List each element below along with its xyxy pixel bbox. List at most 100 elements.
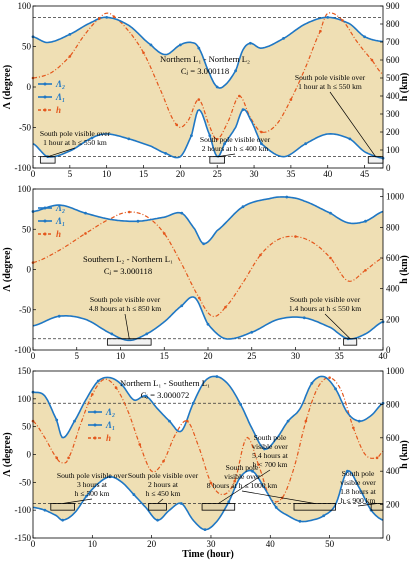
point-h bbox=[142, 51, 145, 55]
point-lambda2 bbox=[105, 15, 109, 19]
point-lambda2 bbox=[197, 46, 201, 50]
annotation-text: South pole visible over bbox=[128, 471, 199, 480]
annotation-text: South pole visible over bbox=[40, 129, 111, 138]
panel-title: Northern L₁ - Northern L₂ bbox=[160, 54, 250, 64]
x-tick-label: 15 bbox=[139, 169, 149, 179]
point-lambda2 bbox=[282, 37, 285, 40]
annotation-arrow bbox=[357, 503, 378, 507]
point-lambda1 bbox=[250, 330, 254, 334]
legend-label: Λ₂ bbox=[55, 203, 65, 213]
y2-tick-label: 1000 bbox=[386, 366, 405, 376]
visibility-box bbox=[148, 503, 167, 511]
annotation-arrow bbox=[157, 498, 164, 504]
point-h bbox=[215, 137, 219, 141]
point-lambda2 bbox=[136, 219, 140, 223]
point-h bbox=[127, 210, 131, 214]
point-h bbox=[224, 305, 227, 309]
legend-label: Λ₁ bbox=[105, 420, 115, 430]
y-axis-label: Λ (degree) bbox=[2, 247, 13, 291]
annotation-text: 1 hour at h ≤ 550 km bbox=[43, 138, 107, 147]
point-lambda1 bbox=[190, 134, 193, 138]
point-lambda1 bbox=[203, 528, 207, 532]
annotation-text: visible over bbox=[340, 478, 376, 487]
y-tick-label: -100 bbox=[15, 163, 32, 173]
y2-tick-label: 0 bbox=[386, 533, 391, 543]
point-lambda1 bbox=[304, 142, 308, 146]
y2-tick-label: 400 bbox=[386, 91, 400, 101]
visibility-box bbox=[39, 156, 56, 164]
point-lambda2 bbox=[191, 401, 195, 405]
y-tick-label: 50 bbox=[22, 42, 32, 52]
point-lambda2 bbox=[285, 195, 289, 199]
y2-tick-label: 300 bbox=[386, 109, 400, 119]
x-tick-label: 10 bbox=[102, 169, 112, 179]
point-lambda2 bbox=[262, 447, 266, 451]
y2-tick-label: 600 bbox=[386, 253, 400, 263]
point-lambda1 bbox=[251, 469, 254, 473]
visibility-box bbox=[50, 503, 75, 511]
y-tick-label: -150 bbox=[15, 533, 32, 543]
x-tick-label: 30 bbox=[206, 539, 216, 549]
point-lambda1 bbox=[132, 493, 136, 496]
y-axis-label: Λ (degree) bbox=[2, 65, 13, 109]
y-tick-label: 0 bbox=[27, 265, 32, 275]
point-lambda2 bbox=[149, 43, 153, 47]
y-axis-label: Λ (degree) bbox=[2, 432, 13, 476]
point-lambda1 bbox=[61, 518, 65, 522]
point-lambda1 bbox=[43, 508, 47, 512]
y2-tick-label: 400 bbox=[386, 466, 400, 476]
y2-tick-label: 600 bbox=[386, 55, 400, 65]
y2-tick-label: 1000 bbox=[386, 192, 405, 202]
point-lambda1 bbox=[348, 137, 352, 141]
x-tick-label: 40 bbox=[323, 169, 333, 179]
legend-marker bbox=[43, 219, 47, 223]
annotation-text: South pole bbox=[254, 433, 287, 442]
point-h bbox=[289, 98, 293, 101]
y2-tick-label: 700 bbox=[386, 37, 400, 47]
legend-label: h bbox=[56, 229, 61, 239]
x-tick-label: 5 bbox=[68, 169, 73, 179]
point-h bbox=[319, 29, 322, 33]
x-tick-label: 20 bbox=[204, 351, 214, 361]
legend-label: h bbox=[106, 433, 111, 443]
y-tick-label: -50 bbox=[19, 305, 31, 315]
point-lambda2 bbox=[73, 419, 76, 423]
y-tick-label: 150 bbox=[18, 366, 32, 376]
series-lambda2-line bbox=[32, 196, 384, 245]
y-tick-label: 100 bbox=[18, 1, 32, 11]
point-h bbox=[197, 296, 201, 300]
annotation-text: 8 hours at h ≤ 1000 km bbox=[207, 481, 277, 490]
y2-tick-label: 0 bbox=[386, 345, 391, 355]
y2-axis-label: h (km) bbox=[399, 440, 410, 469]
point-h bbox=[304, 419, 308, 423]
y-tick-label: 0 bbox=[27, 450, 32, 460]
legend-label: Λ₂ bbox=[55, 79, 65, 89]
point-lambda2 bbox=[310, 381, 314, 385]
annotation-text: h ≤ 500 km bbox=[75, 489, 110, 498]
x-tick-label: 35 bbox=[286, 169, 296, 179]
y2-tick-label: 800 bbox=[386, 19, 400, 29]
point-h bbox=[112, 15, 116, 19]
annotation-text: South pole visible over bbox=[200, 135, 271, 144]
panel-subtitle: Cⱼ = 3.000118 bbox=[181, 66, 229, 76]
point-h bbox=[329, 256, 332, 260]
point-lambda2 bbox=[55, 418, 59, 422]
point-h bbox=[257, 463, 260, 466]
annotation-text: h ≤ 450 km bbox=[146, 489, 181, 498]
point-h bbox=[67, 456, 70, 460]
annotation-arrow bbox=[241, 490, 315, 504]
point-h bbox=[197, 98, 201, 101]
annotation-text: South pole visible over bbox=[290, 295, 361, 304]
x-tick-label: 0 bbox=[31, 351, 36, 361]
y-tick-label: 100 bbox=[18, 394, 32, 404]
point-lambda1 bbox=[223, 142, 226, 146]
legend-marker bbox=[43, 82, 47, 86]
annotation-text: h < 700 km bbox=[253, 460, 288, 469]
point-h bbox=[175, 123, 178, 127]
x-tick-label: 35 bbox=[335, 351, 345, 361]
point-h bbox=[328, 376, 331, 379]
point-lambda2 bbox=[334, 387, 337, 391]
x-tick-label: 15 bbox=[160, 351, 170, 361]
point-lambda2 bbox=[215, 85, 219, 89]
x-tick-label: 20 bbox=[147, 539, 157, 549]
